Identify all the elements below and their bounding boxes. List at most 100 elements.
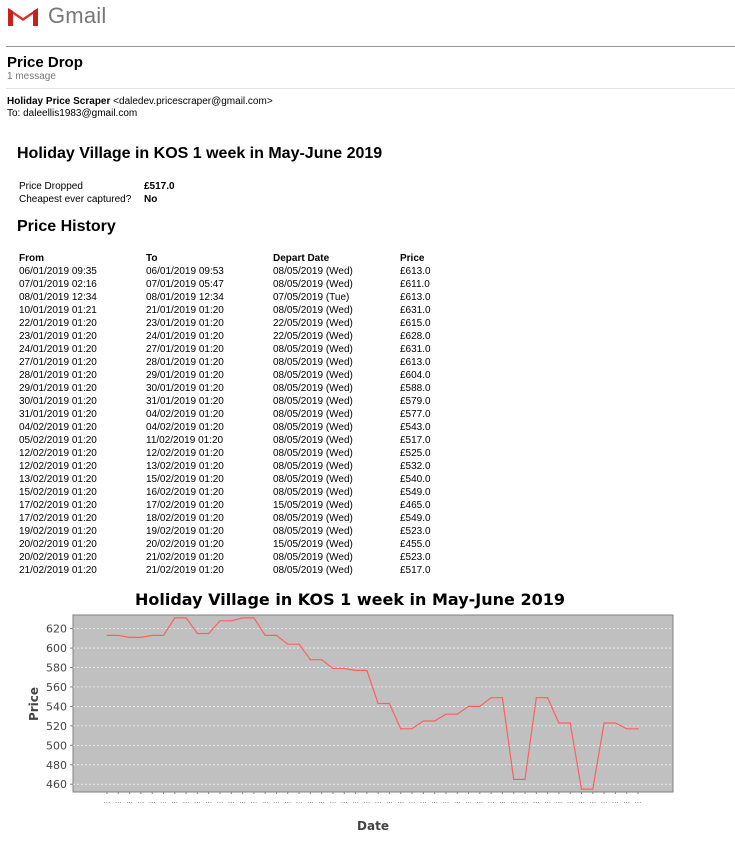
x-tick-label: ...: [115, 797, 122, 805]
cell-to: 19/02/2019 01:20: [146, 526, 224, 537]
table-row: 28/01/2019 01:20 29/01/2019 01:20 08/05/20…: [19, 369, 460, 382]
cell-to: 20/02/2019 01:20: [146, 539, 224, 550]
data-point: [456, 713, 458, 715]
table-row: 17/02/2019 01:20 17/02/2019 01:20 15/05/20…: [19, 499, 460, 512]
table-row: 24/01/2019 01:20 27/01/2019 01:20 08/05/20…: [19, 343, 460, 356]
cell-to: 04/02/2019 01:20: [146, 409, 224, 420]
cell-from: 23/01/2019 01:20: [19, 331, 97, 342]
cell-price: £613.0: [400, 266, 431, 277]
cell-price: £517.0: [400, 565, 431, 576]
cell-depart-date: 08/05/2019 (Wed): [273, 370, 353, 381]
cell-depart-date: 08/05/2019 (Wed): [273, 552, 353, 563]
x-tick-label: ...: [488, 797, 495, 805]
table-row: 12/02/2019 01:20 13/02/2019 01:20 08/05/20…: [19, 460, 460, 473]
cell-from: 19/02/2019 01:20: [19, 526, 97, 537]
data-point: [400, 728, 402, 730]
cell-to: 15/02/2019 01:20: [146, 474, 224, 485]
table-row: 27/01/2019 01:20 28/01/2019 01:20 08/05/20…: [19, 356, 460, 369]
data-point: [321, 659, 323, 661]
cell-from: 15/02/2019 01:20: [19, 487, 97, 498]
recipient-line: To: daleellis1983@gmail.com: [7, 108, 138, 119]
cell-from: 10/01/2019 01:21: [19, 305, 97, 316]
x-tick-label: ...: [205, 797, 212, 805]
data-point: [230, 620, 232, 622]
summary-row: Cheapest ever captured? No: [19, 193, 175, 206]
data-point: [275, 634, 278, 637]
y-tick-label: 520: [46, 720, 67, 733]
data-point: [106, 634, 108, 637]
data-point: [467, 705, 470, 708]
table-row: 23/01/2019 01:20 24/01/2019 01:20 22/05/20…: [19, 330, 460, 343]
cell-price: £549.0: [400, 513, 431, 524]
data-point: [558, 722, 560, 724]
x-tick-label: ...: [578, 797, 585, 805]
data-point: [241, 617, 244, 619]
x-tick-label: ...: [544, 797, 551, 805]
x-tick-label: ...: [420, 797, 427, 805]
cell-depart-date: 08/05/2019 (Wed): [273, 305, 353, 316]
cell-from: 30/01/2019 01:20: [19, 396, 97, 407]
x-tick-label: ...: [386, 797, 393, 805]
x-tick-label: ...: [431, 797, 438, 805]
cell-from: 12/02/2019 01:20: [19, 448, 97, 459]
data-point: [196, 632, 198, 635]
cell-price: £525.0: [400, 448, 431, 459]
x-tick-label: ...: [556, 797, 563, 805]
gmail-wordmark: Gmail: [48, 3, 107, 28]
cell-from: 08/01/2019 12:34: [19, 292, 97, 303]
y-tick-label: 580: [46, 662, 67, 675]
summary-value: No: [144, 194, 158, 205]
table-header-row: From To Depart Date Price: [19, 252, 460, 265]
data-point: [513, 778, 515, 780]
x-tick-label: ...: [318, 797, 325, 805]
x-tick-label: ...: [183, 797, 190, 805]
x-tick-label: ...: [284, 797, 291, 805]
x-tick-label: ...: [296, 797, 303, 805]
x-tick-label: ...: [217, 797, 224, 805]
data-point: [287, 643, 289, 645]
cell-price: £628.0: [400, 331, 431, 342]
cell-to: 31/01/2019 01:20: [146, 396, 224, 407]
y-tick-label: 540: [46, 700, 67, 713]
cell-from: 17/02/2019 01:20: [19, 500, 97, 511]
table-row: 19/02/2019 01:20 19/02/2019 01:20 08/05/20…: [19, 525, 460, 538]
gmail-logo: Gmail: [6, 2, 106, 30]
data-point: [366, 669, 368, 672]
cell-to: 16/02/2019 01:20: [146, 487, 224, 498]
x-tick-label: ...: [510, 797, 517, 805]
data-point: [140, 636, 142, 638]
cell-price: £579.0: [400, 396, 431, 407]
cell-price: £577.0: [400, 409, 431, 420]
x-tick-label: ...: [454, 797, 461, 805]
cell-to: 29/01/2019 01:20: [146, 370, 224, 381]
cell-from: 07/01/2019 02:16: [19, 279, 97, 290]
cell-from: 27/01/2019 01:20: [19, 357, 97, 368]
table-row: 20/02/2019 01:20 20/02/2019 01:20 15/05/20…: [19, 538, 460, 551]
cell-depart-date: 08/05/2019 (Wed): [273, 279, 353, 290]
cell-depart-date: 08/05/2019 (Wed): [273, 461, 353, 472]
email-subject: Price Drop: [7, 54, 83, 71]
table-row: 10/01/2019 01:21 21/01/2019 01:20 08/05/20…: [19, 304, 460, 317]
cell-from: 24/01/2019 01:20: [19, 344, 97, 355]
cell-to: 28/01/2019 01:20: [146, 357, 224, 368]
y-tick-label: 620: [46, 623, 67, 636]
table-row: 21/02/2019 01:20 21/02/2019 01:20 08/05/20…: [19, 564, 460, 577]
data-point: [411, 728, 413, 730]
data-point: [524, 778, 526, 780]
cell-from: 17/02/2019 01:20: [19, 513, 97, 524]
data-point: [580, 788, 583, 790]
cell-price: £588.0: [400, 383, 431, 394]
data-point: [253, 617, 255, 619]
message-count: 1 message: [7, 71, 56, 82]
cell-depart-date: 08/05/2019 (Wed): [273, 487, 353, 498]
cell-price: £604.0: [400, 370, 431, 381]
data-point: [377, 702, 379, 705]
data-point: [569, 722, 571, 724]
x-tick-label: ...: [589, 797, 596, 805]
x-tick-label: ...: [612, 797, 619, 805]
y-tick-label: 600: [46, 642, 67, 655]
data-point: [614, 722, 617, 724]
data-point: [117, 634, 119, 637]
price-history-title: Price History: [17, 218, 116, 235]
table-row: 05/02/2019 01:20 11/02/2019 01:20 08/05/20…: [19, 434, 460, 447]
